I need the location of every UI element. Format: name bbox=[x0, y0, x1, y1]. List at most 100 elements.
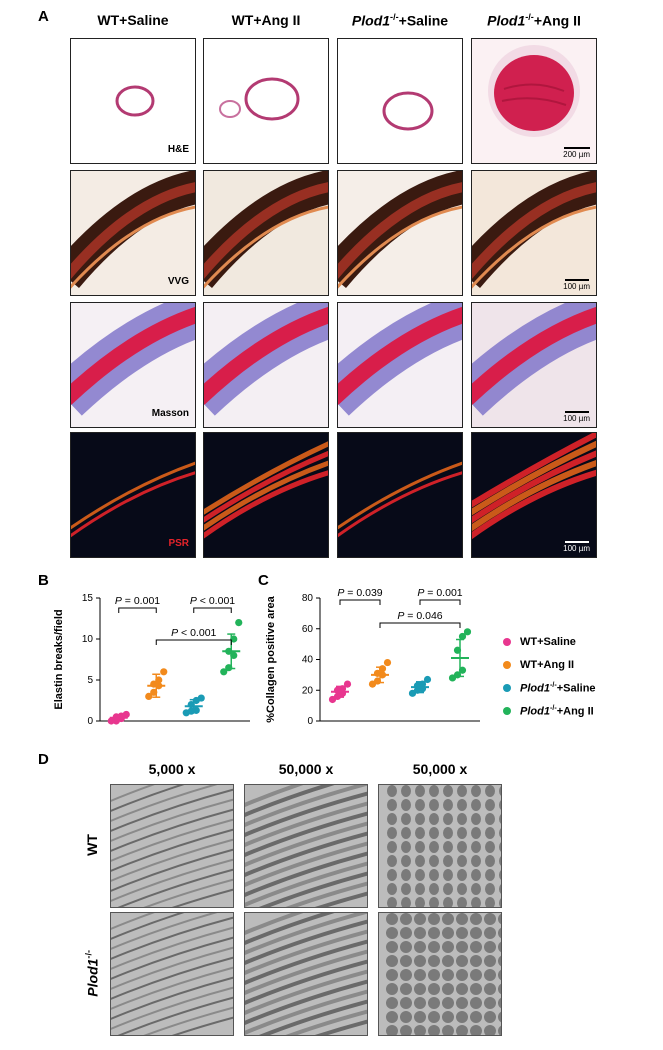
panel-a-label: A bbox=[38, 8, 49, 25]
em-image bbox=[111, 913, 233, 1035]
scale-bar-label: 100 µm bbox=[563, 544, 590, 553]
column-header-2: WT+Ang II bbox=[231, 12, 301, 28]
scale-bar-label: 100 µm bbox=[563, 282, 590, 291]
micrograph-he-4: 200 µm bbox=[471, 38, 597, 164]
legend-marker bbox=[503, 683, 511, 692]
y-tick-label: 60 bbox=[302, 624, 314, 635]
micrograph-image bbox=[472, 171, 596, 289]
p-value-label: P < 0.001 bbox=[190, 595, 235, 607]
y-tick-label: 0 bbox=[87, 716, 93, 727]
legend-label: WT+Saline bbox=[520, 635, 576, 648]
stain-label: Masson bbox=[151, 408, 189, 419]
legend-item: WT+Ang II bbox=[503, 653, 596, 676]
electron-micrograph-1-1 bbox=[110, 784, 234, 908]
em-image bbox=[387, 785, 501, 907]
p-value-label: P < 0.001 bbox=[171, 627, 216, 639]
micrograph-vvg-3 bbox=[337, 170, 463, 296]
stain-label: H&E bbox=[167, 144, 189, 155]
stain-label: VVG bbox=[167, 276, 189, 287]
micrograph-image bbox=[472, 433, 596, 540]
micrograph-psr-3 bbox=[337, 432, 463, 558]
electron-micrograph-1-3 bbox=[378, 784, 502, 908]
legend-marker bbox=[503, 660, 511, 669]
data-point bbox=[220, 668, 228, 676]
em-image bbox=[111, 785, 233, 907]
y-tick-label: 15 bbox=[82, 593, 94, 604]
micrograph-masson-3 bbox=[337, 302, 463, 428]
micrograph-psr-1: PSR bbox=[70, 432, 196, 558]
column-header-3: Plod1-/-+Saline bbox=[351, 12, 449, 29]
micrograph-image bbox=[338, 171, 462, 289]
data-point bbox=[197, 694, 205, 702]
electron-micrograph-2-1 bbox=[110, 912, 234, 1036]
magnification-label: 5,000 x bbox=[148, 761, 196, 777]
micrograph-image bbox=[472, 303, 596, 416]
column-header-1: WT+Saline bbox=[97, 12, 169, 28]
micrograph-masson-1: Masson bbox=[70, 302, 196, 428]
em-image bbox=[245, 785, 367, 907]
scale-bar: 100 µm bbox=[563, 541, 590, 553]
micrograph-image bbox=[115, 85, 155, 117]
legend: WT+Saline WT+Ang II Plod1-/-+Saline Plod1-/… bbox=[503, 630, 596, 722]
p-value-label: P = 0.001 bbox=[115, 595, 160, 607]
micrograph-he-3 bbox=[337, 38, 463, 164]
scale-bar: 200 µm bbox=[563, 147, 590, 159]
em-image bbox=[386, 913, 501, 1035]
y-tick-label: 20 bbox=[302, 685, 314, 696]
significance-bracket bbox=[118, 607, 157, 613]
micrograph-vvg-4: 100 µm bbox=[471, 170, 597, 296]
electron-micrograph-1-2 bbox=[244, 784, 368, 908]
collagen-area-chart: 0 20 40 60 80 %Collagen positive area P = 0.03… bbox=[265, 587, 480, 727]
data-point bbox=[383, 658, 392, 667]
legend-label: Plod1-/-+Saline bbox=[520, 680, 596, 695]
micrograph-image bbox=[71, 461, 195, 538]
data-point bbox=[343, 680, 352, 688]
panel-c-label: C bbox=[258, 572, 269, 589]
significance-bracket bbox=[193, 607, 232, 613]
micrograph-image bbox=[338, 461, 462, 538]
em-image bbox=[245, 913, 367, 1035]
micrograph-image bbox=[71, 303, 195, 416]
p-value-label: P = 0.001 bbox=[417, 587, 462, 599]
panel-d-label: D bbox=[38, 751, 49, 768]
data-point bbox=[107, 717, 115, 725]
micrograph-psr-4: 100 µm bbox=[471, 432, 597, 558]
micrograph-image bbox=[338, 303, 462, 416]
em-row-label: WT bbox=[84, 834, 100, 856]
electron-micrograph-2-2 bbox=[244, 912, 368, 1036]
micrograph-image bbox=[204, 441, 328, 539]
data-point bbox=[458, 632, 467, 641]
data-point bbox=[235, 619, 243, 627]
significance-bracket bbox=[379, 622, 461, 628]
data-point bbox=[145, 692, 153, 700]
scale-bar: 100 µm bbox=[563, 411, 590, 423]
magnification-label: 50,000 x bbox=[412, 761, 468, 777]
scale-bar: 100 µm bbox=[563, 279, 590, 291]
y-tick-label: 80 bbox=[302, 593, 314, 604]
significance-bracket bbox=[419, 599, 461, 605]
legend-marker bbox=[503, 706, 511, 715]
legend-label: WT+Ang II bbox=[520, 658, 575, 671]
micrograph-image bbox=[382, 91, 434, 131]
y-axis-label: %Collagen positive area bbox=[265, 595, 277, 722]
data-point bbox=[463, 628, 472, 636]
micrograph-masson-4: 100 µm bbox=[471, 302, 597, 428]
micrograph-masson-2 bbox=[203, 302, 329, 428]
micrograph-image bbox=[204, 171, 328, 289]
electron-micrograph-2-3 bbox=[378, 912, 502, 1036]
micrograph-vvg-1: VVG bbox=[70, 170, 196, 296]
panel-b-label: B bbox=[38, 572, 49, 589]
p-value-label: P = 0.046 bbox=[397, 610, 442, 622]
stain-label: PSR bbox=[168, 538, 189, 549]
legend-item: Plod1-/-+Saline bbox=[503, 676, 596, 699]
elastin-breaks-chart: 0 5 10 15 Elastin breaks/field P = 0.001 P < 0… bbox=[53, 593, 250, 727]
micrograph-image bbox=[71, 171, 195, 289]
micrograph-psr-2 bbox=[203, 432, 329, 558]
data-point bbox=[423, 675, 432, 684]
scale-bar-label: 200 µm bbox=[563, 150, 590, 159]
p-value-label: P = 0.039 bbox=[337, 587, 382, 599]
y-tick-label: 0 bbox=[307, 716, 313, 727]
y-axis-label: Elastin breaks/field bbox=[53, 609, 65, 709]
significance-bracket bbox=[339, 599, 381, 605]
y-tick-label: 5 bbox=[87, 675, 93, 686]
